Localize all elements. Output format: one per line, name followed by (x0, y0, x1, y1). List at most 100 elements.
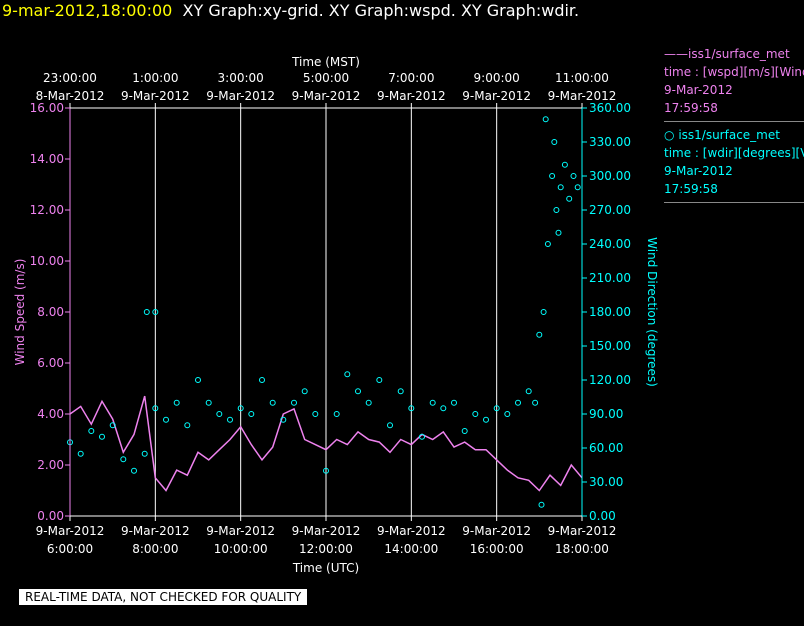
left-tick-label: 10.00 (30, 254, 64, 268)
top-axis-label: Time (MST) (291, 55, 360, 69)
left-tick-label: 0.00 (37, 509, 64, 523)
wdir-point (120, 456, 127, 463)
right-tick-label: 30.00 (589, 475, 623, 489)
wdir-point (561, 161, 568, 168)
wdir-point (259, 377, 265, 383)
right-tick-label: 330.00 (589, 135, 631, 149)
top-tick-date: 9-Mar-2012 (121, 89, 190, 103)
wdir-point (152, 405, 159, 412)
wdir-point (461, 428, 468, 434)
left-tick-label: 2.00 (37, 458, 64, 472)
wdir-point (387, 422, 393, 429)
legend-field: time : [wdir][degrees][V (664, 146, 804, 160)
right-tick-label: 90.00 (589, 407, 623, 421)
bottom-axis-label: Time (UTC) (292, 561, 359, 575)
wdir-point (237, 405, 244, 412)
wdir-point (141, 450, 148, 457)
wdir-point (472, 411, 479, 417)
wdir-point (440, 405, 447, 412)
wdir-point (312, 411, 319, 417)
wdir-point (365, 399, 372, 406)
bottom-tick-date: 9-Mar-2012 (377, 524, 446, 538)
top-tick-date: 9-Mar-2012 (292, 89, 361, 103)
wdir-point (88, 428, 95, 434)
left-tick-label: 16.00 (30, 101, 64, 115)
legend: ——iss1/surface_met time : [wspd][m/s][Wi… (664, 45, 804, 207)
bottom-tick-time: 16:00:00 (470, 542, 524, 556)
wdir-point (551, 139, 558, 145)
legend-time: 17:59:58 (664, 182, 718, 196)
vertical-gridlines (154, 108, 498, 516)
tick-labels: 9-Mar-2012 6:00:00 23:00:00 8-Mar-2012 9-Mar… (30, 71, 631, 556)
wdir-point (419, 433, 425, 440)
wdir-point (355, 388, 361, 395)
legend-entry-wdir: ○ iss1/surface_met time : [wdir][degrees… (664, 126, 804, 203)
wdir-point (557, 184, 564, 191)
legend-source: iss1/surface_met (678, 128, 780, 142)
wdir-point (301, 388, 308, 395)
wdir-point (540, 309, 547, 315)
axes (65, 103, 587, 521)
wdir-point (143, 309, 150, 315)
legend-field: time : [wspd][m/s][Wind (664, 65, 804, 79)
wdir-point (291, 399, 297, 406)
top-tick-time: 23:00:00 (43, 71, 97, 85)
left-tick-label: 4.00 (37, 407, 64, 421)
left-tick-label: 14.00 (30, 152, 64, 166)
legend-line-marker: —— (664, 47, 688, 61)
wdir-point (429, 399, 436, 406)
left-tick-label: 12.00 (30, 203, 64, 217)
right-tick-label: 120.00 (589, 373, 631, 387)
top-tick-time: 7:00:00 (388, 71, 434, 85)
top-tick-time: 9:00:00 (474, 71, 520, 85)
wdir-point (544, 241, 551, 247)
legend-date: 9-Mar-2012 (664, 164, 733, 178)
wdir-point (408, 405, 415, 412)
wdir-point (323, 467, 329, 474)
right-tick-label: 240.00 (589, 237, 631, 251)
header-datetime: 9-mar-2012,18:00:00 (2, 1, 173, 20)
wdir-point (532, 399, 539, 406)
legend-entry-wspd: ——iss1/surface_met time : [wspd][m/s][Wi… (664, 45, 804, 122)
bottom-tick-time: 8:00:00 (132, 542, 178, 556)
left-tick-label: 8.00 (37, 305, 64, 319)
header-graph-titles: XY Graph:xy-grid. XY Graph:wspd. XY Grap… (182, 1, 580, 20)
top-tick-time: 5:00:00 (303, 71, 349, 85)
right-tick-label: 270.00 (589, 203, 631, 217)
wspd-line (69, 395, 583, 492)
series-wspd (69, 395, 583, 492)
legend-source: iss1/surface_met (688, 47, 790, 61)
wdir-point (515, 399, 521, 406)
bottom-tick-time: 12:00:00 (299, 542, 353, 556)
wdir-point (555, 229, 562, 236)
bottom-tick-time: 6:00:00 (47, 542, 93, 556)
bottom-tick-date: 9-Mar-2012 (36, 524, 105, 538)
right-tick-label: 360.00 (589, 101, 631, 115)
top-tick-date: 9-Mar-2012 (206, 89, 275, 103)
top-tick-time: 3:00:00 (218, 71, 264, 85)
bottom-tick-time: 14:00:00 (384, 542, 438, 556)
wdir-point (451, 399, 457, 406)
wdir-point (493, 405, 500, 412)
right-tick-label: 150.00 (589, 339, 631, 353)
top-tick-date: 8-Mar-2012 (36, 89, 105, 103)
wdir-point (77, 450, 84, 457)
wdir-point (525, 388, 532, 395)
wdir-point (163, 416, 169, 423)
right-tick-label: 210.00 (589, 271, 631, 285)
bottom-tick-date: 9-Mar-2012 (292, 524, 361, 538)
bottom-tick-date: 9-Mar-2012 (462, 524, 531, 538)
wdir-point (504, 411, 511, 417)
wdir-point (344, 371, 351, 378)
top-tick-date: 9-Mar-2012 (377, 89, 446, 103)
wdir-point (152, 309, 159, 315)
wdir-point (280, 416, 287, 423)
legend-circle-marker: ○ (664, 128, 675, 142)
right-tick-label: 0.00 (589, 509, 616, 523)
wdir-point (549, 173, 556, 179)
wdir-point (566, 195, 573, 202)
wdir-point (536, 331, 543, 338)
wdir-point (269, 399, 276, 406)
right-tick-label: 300.00 (589, 169, 631, 183)
